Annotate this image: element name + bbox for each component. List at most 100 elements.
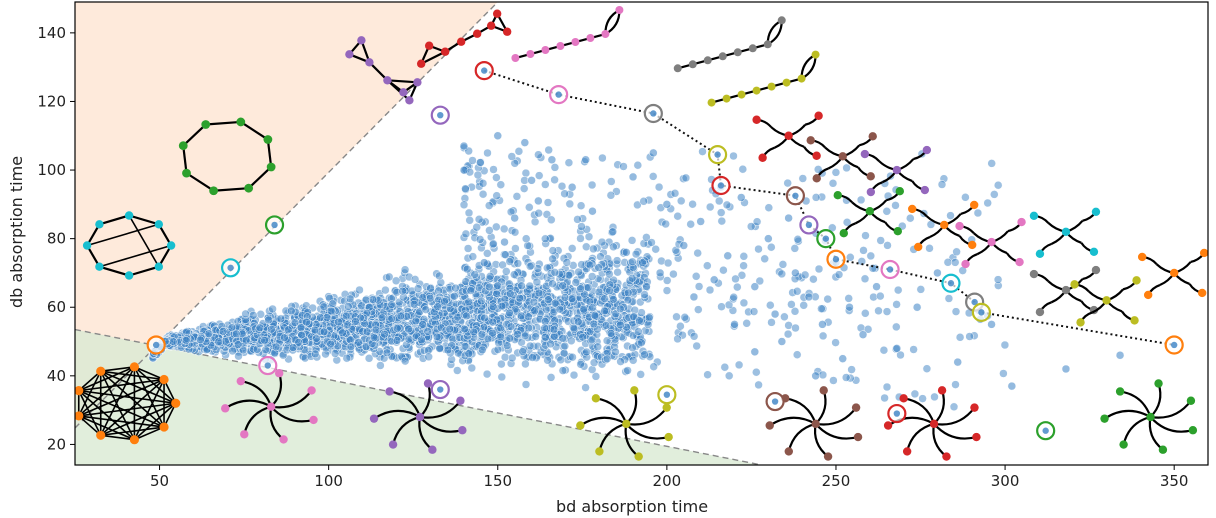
graph-node: [456, 396, 465, 405]
graph-edge: [1103, 409, 1152, 420]
cloud-point: [369, 333, 379, 342]
cloud-point: [341, 311, 351, 321]
scatter-point: [987, 320, 996, 329]
tail-point: [842, 163, 851, 173]
y-axis-title: db absorption time: [7, 156, 26, 308]
tail-point: [628, 356, 638, 365]
graph-node: [413, 78, 422, 87]
scatter-point: [838, 354, 847, 363]
graph-node: [1197, 288, 1207, 298]
graph-node: [171, 398, 181, 408]
tail-point: [609, 242, 618, 252]
tail-point: [893, 285, 903, 295]
scatter-point: [777, 337, 787, 346]
cloud-point: [346, 342, 356, 351]
cloud-point: [387, 300, 396, 309]
graph-node: [929, 419, 939, 429]
cloud-point: [196, 335, 205, 345]
tail-point: [874, 306, 883, 316]
tail-point: [737, 271, 747, 280]
tail-point: [540, 323, 549, 333]
graph-node: [369, 414, 379, 423]
graph-node: [456, 37, 466, 46]
tail-point: [691, 272, 701, 281]
graph-node: [405, 96, 414, 105]
highlight-point: [717, 182, 725, 189]
cloud-point: [576, 284, 585, 293]
tail-point: [616, 357, 625, 366]
tail-point: [749, 307, 759, 316]
graph-node: [95, 262, 104, 271]
tail-point: [831, 168, 841, 177]
tail-point: [525, 203, 534, 212]
graph-node: [893, 227, 902, 236]
graph-node: [383, 76, 392, 85]
cloud-point: [169, 337, 178, 346]
graph-node: [263, 135, 273, 144]
tail-point: [558, 334, 567, 343]
graph-node: [124, 271, 134, 280]
graph-edge: [625, 390, 638, 425]
tail-point: [459, 200, 469, 210]
scatter-points: [459, 131, 1125, 391]
cloud-point: [411, 316, 421, 326]
tail-point: [489, 239, 498, 249]
graph-node: [853, 432, 863, 442]
scatter-point: [709, 275, 719, 285]
tail-point: [459, 165, 469, 175]
cloud-point: [400, 356, 410, 366]
graph-node: [424, 41, 434, 50]
scatter-point: [696, 217, 705, 226]
tail-point: [654, 182, 664, 192]
scatter-point: [933, 268, 942, 278]
graph-edge: [100, 370, 136, 441]
tail-point: [955, 333, 965, 342]
highlight-point: [227, 264, 234, 271]
upper-boundary-line: [75, 2, 499, 429]
highlight-point: [805, 221, 813, 229]
tail-point: [639, 197, 648, 206]
scatter-point: [581, 155, 590, 165]
graph-node: [511, 54, 520, 63]
graph-node: [307, 386, 316, 395]
scatter-point: [547, 155, 557, 165]
graph-node: [860, 149, 870, 159]
graph-edge: [100, 370, 165, 381]
cloud-point: [531, 332, 540, 341]
tail-point: [841, 373, 851, 382]
scatter-point: [845, 302, 854, 312]
graph-node: [1146, 412, 1155, 422]
graph-edge: [134, 426, 165, 441]
cloud-point: [488, 328, 497, 338]
tail-point: [930, 392, 939, 402]
tail-point: [705, 285, 715, 295]
tail-point: [541, 332, 550, 342]
tail-point: [742, 319, 751, 328]
cloud-point: [271, 342, 281, 352]
scatter-point: [811, 371, 820, 381]
scatter-point: [818, 320, 827, 329]
graph-edge: [224, 399, 272, 410]
scatter-point: [737, 193, 746, 202]
tail-point: [705, 202, 715, 212]
scatter-point: [655, 268, 665, 278]
tail-point: [790, 244, 800, 253]
tail-point: [642, 282, 651, 291]
tail-point: [548, 254, 557, 264]
scatter-point: [459, 141, 469, 151]
highlight-point: [714, 151, 721, 158]
graph-node: [159, 422, 169, 432]
graph-node: [838, 152, 847, 161]
graph-node: [75, 411, 84, 421]
graph-node: [833, 191, 842, 200]
tail-point: [811, 193, 821, 202]
graph-node: [75, 386, 84, 396]
cloud-point: [380, 329, 389, 339]
graph-node: [662, 403, 671, 412]
tail-point: [738, 164, 748, 174]
highlight-point: [1042, 427, 1049, 434]
highlight-point: [971, 298, 978, 306]
cloud-point: [467, 363, 477, 373]
tail-point: [754, 380, 763, 390]
graph-node: [688, 60, 697, 69]
